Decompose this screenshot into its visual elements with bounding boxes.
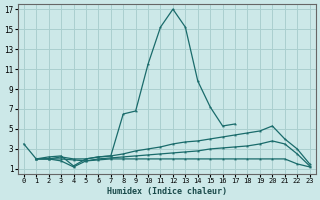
X-axis label: Humidex (Indice chaleur): Humidex (Indice chaleur) — [107, 187, 227, 196]
